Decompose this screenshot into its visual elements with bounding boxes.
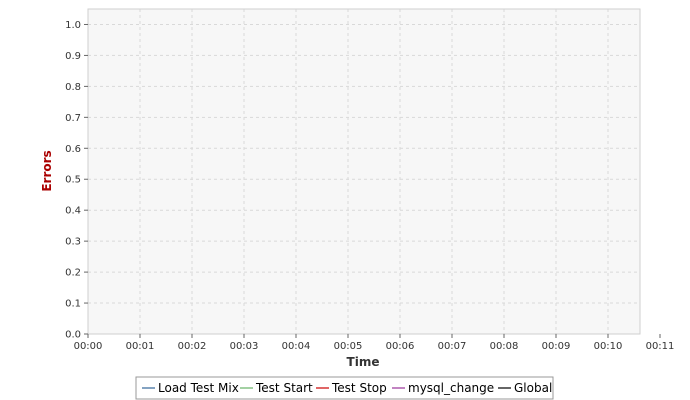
legend-label: Load Test Mix — [158, 381, 239, 395]
x-tick-label: 00:07 — [438, 341, 467, 352]
y-tick-label: 0.6 — [65, 144, 81, 155]
x-axis-ticks: 00:00 00:01 00:02 00:03 00:04 00:05 00:06 00:07… — [74, 334, 675, 352]
y-tick-label: 0.5 — [65, 175, 81, 186]
y-tick-label: 1.0 — [65, 20, 81, 31]
x-tick-label: 00:10 — [594, 341, 623, 352]
legend-label: Global — [514, 381, 552, 395]
y-tick-label: 0.1 — [65, 299, 81, 310]
y-tick-label: 0.3 — [65, 237, 81, 248]
x-tick-label: 00:04 — [282, 341, 311, 352]
legend-entry: mysql_change — [392, 381, 494, 395]
legend-label: mysql_change — [408, 381, 494, 395]
legend-label: Test Stop — [331, 381, 387, 395]
y-tick-label: 0.8 — [65, 82, 81, 93]
plot-border — [87, 8, 641, 335]
legend-entry: Test Stop — [316, 381, 387, 395]
x-axis-title: Time — [347, 355, 380, 369]
y-tick-label: 0.4 — [65, 206, 81, 217]
y-tick-label: 0.9 — [65, 51, 81, 62]
x-tick-label: 00:05 — [334, 341, 363, 352]
legend: Load Test Mix Test Start Test Stop mysql_ch… — [135, 376, 554, 400]
y-tick-label: 0.2 — [65, 268, 81, 279]
x-tick-label: 00:08 — [490, 341, 519, 352]
plot-area — [88, 9, 640, 334]
x-tick-label: 00:03 — [230, 341, 259, 352]
legend-entry: Test Start — [240, 381, 313, 395]
grid-lines — [88, 9, 640, 334]
legend-label: Test Start — [255, 381, 313, 395]
axes — [87, 8, 641, 335]
x-tick-label: 00:11 — [646, 341, 675, 352]
y-tick-label: 0.0 — [65, 330, 81, 341]
y-axis-ticks: 0.0 0.1 0.2 0.3 0.4 0.5 0.6 0.7 0.8 0.9 1.0 — [65, 20, 88, 341]
y-tick-label: 0.7 — [65, 113, 81, 124]
x-tick-label: 00:01 — [126, 341, 155, 352]
x-tick-label: 00:00 — [74, 341, 103, 352]
legend-entry: Global — [498, 381, 552, 395]
legend-box — [135, 376, 554, 400]
x-tick-label: 00:09 — [542, 341, 571, 352]
x-tick-label: 00:02 — [178, 341, 207, 352]
y-axis-title: Errors — [40, 150, 54, 191]
legend-entry: Load Test Mix — [142, 381, 239, 395]
plot-background — [88, 9, 640, 334]
x-tick-label: 00:06 — [386, 341, 415, 352]
